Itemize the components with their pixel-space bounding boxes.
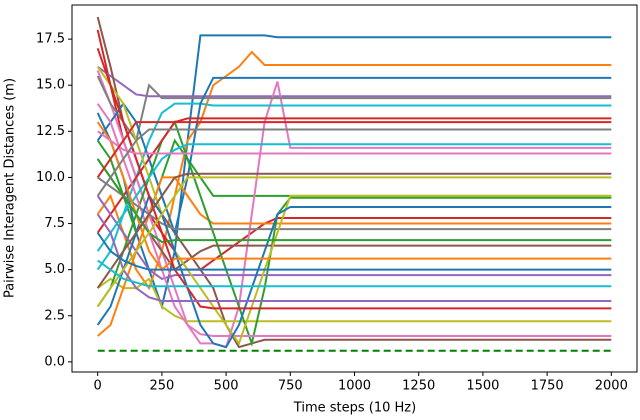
series-line (97, 176, 612, 337)
y-tick-label: 2.5 (44, 308, 65, 323)
x-tick-label: 2000 (595, 379, 628, 394)
y-tick-label: 0.0 (44, 354, 65, 369)
y-tick-label: 17.5 (36, 32, 65, 47)
x-tick-label: 750 (278, 379, 303, 394)
series-line (97, 277, 612, 323)
series-line (96, 75, 612, 143)
series-line (97, 259, 612, 288)
y-axis-label: Pairwise Interagent Distances (m) (3, 78, 18, 298)
series-line (96, 16, 612, 349)
x-tick-label: 1500 (466, 379, 499, 394)
series-line (97, 130, 612, 155)
x-axis-label: Time steps (10 Hz) (293, 401, 416, 416)
series-line (96, 34, 612, 311)
x-tick-label: 1000 (338, 379, 371, 394)
series-line (96, 119, 612, 348)
series-line (96, 193, 612, 349)
y-tick-label: 10.0 (36, 170, 65, 185)
x-tick-label: 1250 (402, 379, 435, 394)
series-line (97, 65, 612, 98)
x-tick-label: 1750 (531, 379, 564, 394)
series-line (96, 76, 612, 237)
series-line (96, 172, 612, 289)
series-line (96, 70, 612, 349)
series-line (96, 176, 612, 308)
y-tick-label: 15.0 (36, 78, 65, 93)
series-line (96, 128, 612, 197)
series-line (96, 121, 612, 272)
x-tick-label: 250 (149, 379, 174, 394)
y-tick-label: 7.5 (44, 216, 65, 231)
series-line (96, 117, 612, 234)
series-line (96, 232, 612, 271)
x-tick-label: 500 (214, 379, 239, 394)
series-line (96, 103, 612, 338)
series-line (96, 121, 612, 179)
y-tick-label: 5.0 (44, 262, 65, 277)
series-line (96, 158, 612, 244)
series-line (97, 176, 612, 231)
plot-frame (71, 4, 638, 373)
series-line (96, 195, 612, 280)
y-tick-label: 12.5 (36, 124, 65, 139)
x-tick-label: 0 (94, 379, 102, 394)
